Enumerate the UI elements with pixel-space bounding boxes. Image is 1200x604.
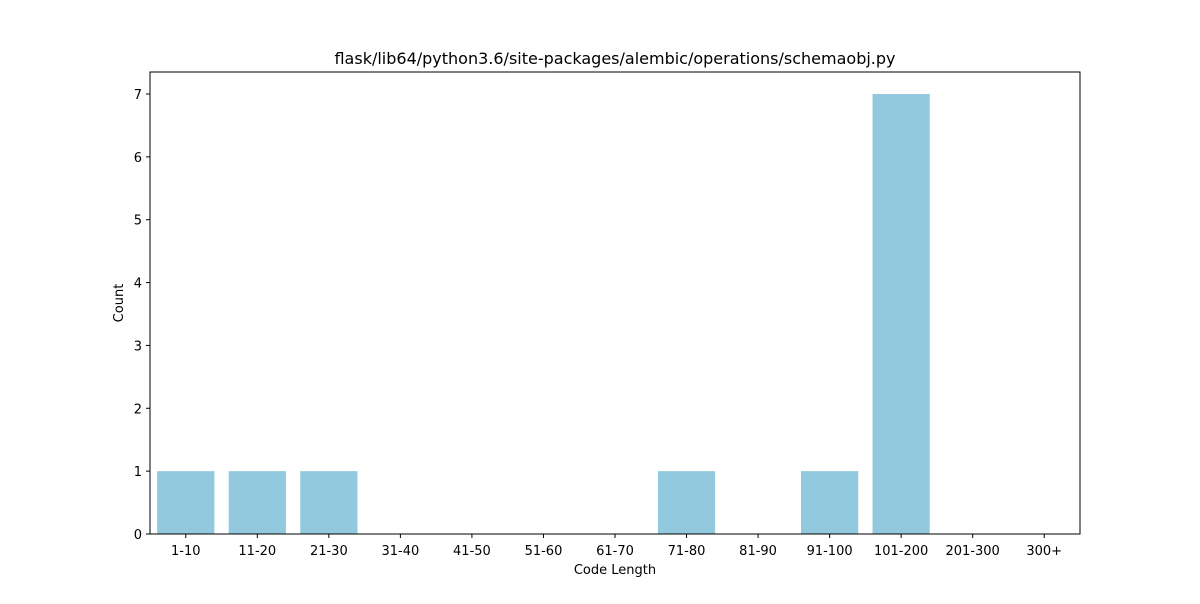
plot-frame <box>149 71 1081 535</box>
x-tick-label: 51-60 <box>525 544 563 559</box>
bar-71-80 <box>657 471 716 534</box>
y-tick-label: 0 <box>134 528 142 543</box>
y-tick-label: 3 <box>134 339 142 354</box>
x-tick-label: 300+ <box>1026 544 1062 559</box>
x-tick-label: 201-300 <box>946 544 1000 559</box>
bar-101-200 <box>872 94 930 534</box>
bar-21-30 <box>300 471 358 534</box>
y-tick-label: 2 <box>134 402 142 417</box>
y-tick-label: 1 <box>134 465 142 480</box>
y-ticks: 0 1 2 3 4 5 6 7 <box>134 88 150 543</box>
x-ticks: 1-10 11-20 21-30 31-40 41-50 51-60 61-70 71-80 8… <box>171 534 1062 559</box>
x-tick-label: 71-80 <box>668 544 706 559</box>
y-tick-label: 7 <box>134 88 142 103</box>
bar-91-100 <box>801 471 859 534</box>
y-tick-label: 5 <box>134 214 142 229</box>
chart-title: flask/lib64/python3.6/site-packages/alem… <box>334 49 895 68</box>
bars-layer <box>157 94 930 534</box>
x-tick-label: 11-20 <box>238 544 276 559</box>
x-axis-label: Code Length <box>574 563 656 578</box>
bar-11-20 <box>228 471 286 534</box>
y-axis-label: Count <box>112 284 127 323</box>
x-tick-label: 81-90 <box>739 544 777 559</box>
y-tick-label: 6 <box>134 151 142 166</box>
x-tick-label: 61-70 <box>596 544 634 559</box>
x-tick-label: 101-200 <box>874 544 928 559</box>
x-tick-label: 31-40 <box>381 544 419 559</box>
y-tick-label: 4 <box>134 277 142 292</box>
x-tick-label: 21-30 <box>310 544 348 559</box>
x-tick-label: 91-100 <box>807 544 853 559</box>
x-tick-label: 1-10 <box>171 544 201 559</box>
x-tick-label: 41-50 <box>453 544 491 559</box>
bar-1-10 <box>157 471 215 534</box>
